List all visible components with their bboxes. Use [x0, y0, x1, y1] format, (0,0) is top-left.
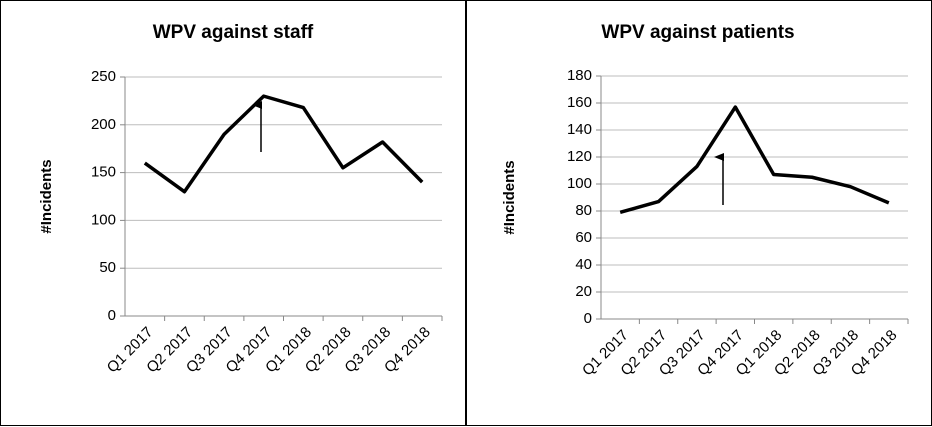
chart-title: WPV against staff	[153, 22, 314, 43]
y-tick-label: 100	[567, 175, 592, 192]
data-line	[143, 94, 424, 194]
y-tick-label: 40	[575, 256, 592, 273]
y-tick-label: 120	[567, 148, 592, 165]
y-tick-label: 180	[567, 67, 592, 84]
y-tick-label: 60	[575, 229, 592, 246]
y-tick-label: 50	[99, 259, 116, 276]
y-tick-label: 20	[575, 283, 592, 300]
y-tick-label: 140	[567, 121, 592, 138]
y-tick-label: 160	[567, 94, 592, 111]
y-tick-label: 0	[108, 307, 116, 324]
y-tick-label: 150	[91, 164, 116, 181]
y-tick-label: 250	[91, 68, 116, 85]
y-axis-label: #Incidents	[501, 160, 518, 234]
chart-title: WPV against patients	[601, 22, 794, 43]
y-tick-label: 80	[575, 202, 592, 219]
panel-border	[0, 0, 466, 426]
y-tick-label: 0	[584, 310, 592, 327]
y-tick-label: 100	[91, 211, 116, 228]
y-axis-label: #Incidents	[38, 159, 55, 233]
data-line	[619, 105, 890, 215]
y-tick-label: 200	[91, 116, 116, 133]
